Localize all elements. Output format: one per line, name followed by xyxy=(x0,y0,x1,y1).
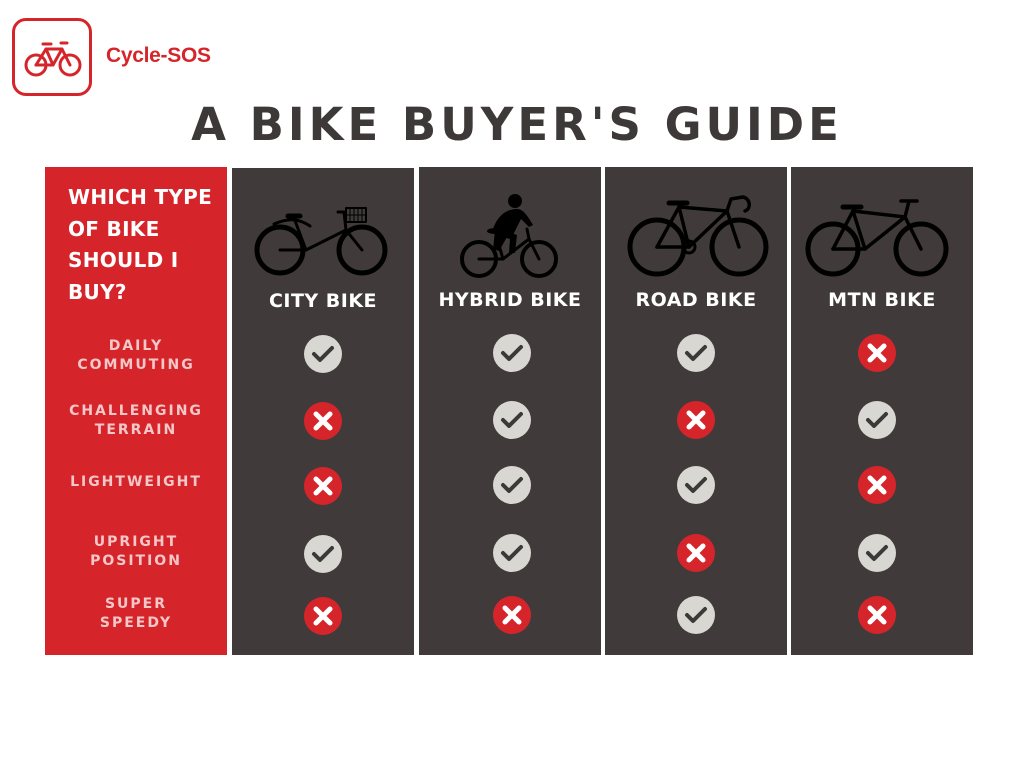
feature-lightweight: LIGHTWEIGHT xyxy=(45,473,227,492)
feature-challenging-terrain: CHALLENGING TERRAIN xyxy=(45,402,227,440)
feature-daily-commuting: DAILY COMMUTING xyxy=(45,337,227,375)
bike-name: HYBRID BIKE xyxy=(438,289,582,311)
question-line: OF BIKE xyxy=(68,216,160,241)
cross-icon xyxy=(492,595,532,635)
cross-icon xyxy=(303,466,343,506)
cross-icon xyxy=(676,400,716,440)
check-icon xyxy=(303,334,343,374)
road-bike-column: ROAD BIKE xyxy=(605,167,787,655)
bike-name: CITY BIKE xyxy=(268,290,378,312)
feature-label: DAILY xyxy=(108,338,164,354)
city-bike-icon xyxy=(254,207,388,276)
check-icon xyxy=(857,533,897,573)
bike-name: ROAD BIKE xyxy=(635,289,757,311)
question-column: WHICH TYPE OF BIKE SHOULD I BUY? DAILY C… xyxy=(45,167,227,655)
question-line: SHOULD I xyxy=(68,248,179,272)
check-icon xyxy=(857,400,897,440)
hybrid-bike-column: HYBRID BIKE xyxy=(419,167,601,655)
cross-icon xyxy=(676,533,716,573)
feature-label: COMMUTING xyxy=(77,357,195,373)
logo-badge xyxy=(12,18,92,96)
cross-icon xyxy=(303,401,343,441)
mtn-bike-column: MTN BIKE xyxy=(791,167,973,655)
feature-label: CHALLENGING xyxy=(69,403,203,419)
bike-name: MTN BIKE xyxy=(828,289,936,311)
feature-label: UPRIGHT xyxy=(93,534,179,550)
feature-label: SPEEDY xyxy=(99,615,173,631)
question-heading: WHICH TYPE OF BIKE SHOULD I BUY? xyxy=(68,182,223,308)
hybrid-bike-rider-icon xyxy=(460,194,558,278)
feature-label: LIGHTWEIGHT xyxy=(70,474,202,490)
feature-super-speedy: SUPER SPEEDY xyxy=(45,595,227,633)
feature-label: TERRAIN xyxy=(94,422,178,438)
city-bike-column: CITY BIKE xyxy=(232,168,414,655)
check-icon xyxy=(303,534,343,574)
brand-name: Cycle-SOS xyxy=(106,44,211,67)
check-icon xyxy=(492,533,532,573)
check-icon xyxy=(676,465,716,505)
question-line: WHICH TYPE xyxy=(68,185,213,209)
cross-icon xyxy=(857,333,897,373)
feature-label: SUPER xyxy=(104,596,168,612)
feature-label: POSITION xyxy=(90,553,182,569)
check-icon xyxy=(492,400,532,440)
page-title: A BIKE BUYER'S GUIDE xyxy=(191,98,843,151)
cross-icon xyxy=(303,596,343,636)
cross-icon xyxy=(857,465,897,505)
cross-icon xyxy=(857,595,897,635)
check-icon xyxy=(492,465,532,505)
bicycle-icon xyxy=(24,41,82,77)
check-icon xyxy=(676,595,716,635)
check-icon xyxy=(676,333,716,373)
road-bike-icon xyxy=(627,195,769,277)
check-icon xyxy=(492,333,532,373)
question-line: BUY? xyxy=(68,279,127,304)
mountain-bike-icon xyxy=(805,199,949,277)
feature-upright-position: UPRIGHT POSITION xyxy=(45,533,227,571)
